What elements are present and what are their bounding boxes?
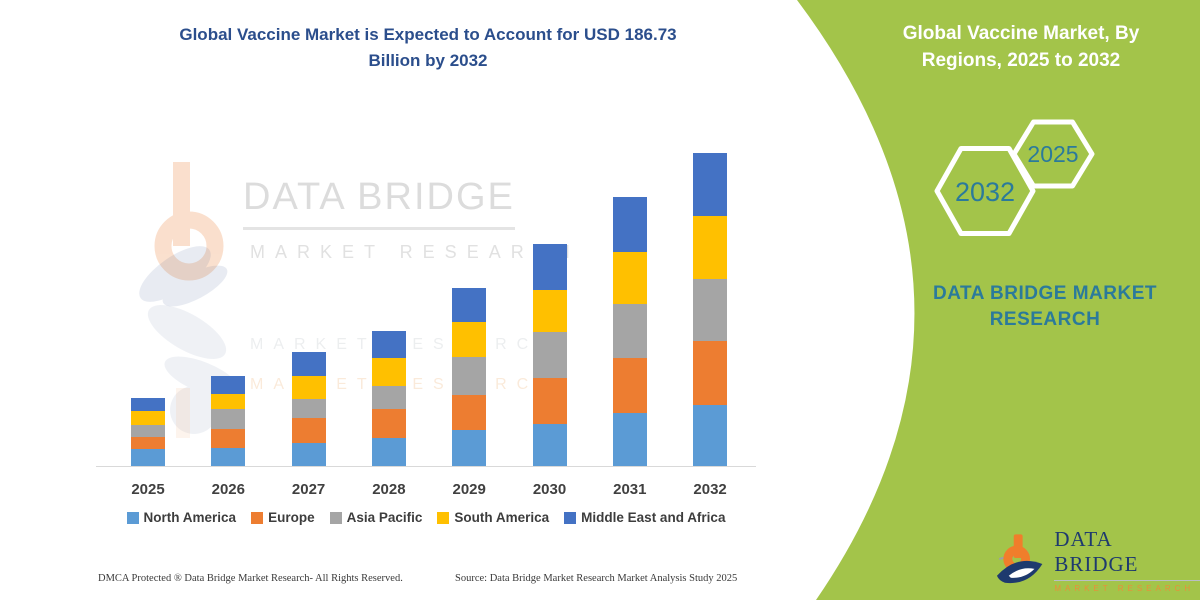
legend-item-asia-pacific: Asia Pacific (329, 510, 423, 525)
legend-swatch-north-america (126, 511, 139, 524)
bar-2027 (291, 352, 326, 466)
bar-2030-segment-asia-pacific (532, 332, 567, 378)
bar-2025-segment-europe (131, 437, 165, 449)
bar-2029 (452, 288, 487, 466)
legend-item-south-america: South America (437, 510, 549, 525)
x-axis-label-2025: 2025 (131, 481, 165, 498)
x-axis-label-2031: 2031 (613, 481, 647, 498)
bar-2026-segment-middle-east-and-africa (211, 375, 246, 394)
bar-2027-segment-south-america (291, 376, 326, 400)
bar-2026-segment-south-america (211, 393, 246, 409)
legend-item-middle-east-and-africa: Middle East and Africa (564, 510, 725, 525)
bar-2029-segment-asia-pacific (452, 356, 487, 395)
bar-2026-segment-north-america (211, 448, 246, 466)
bar-2030-segment-south-america (532, 290, 567, 333)
footer-source-text: Source: Data Bridge Market Research Mark… (455, 573, 738, 584)
x-axis-label-2027: 2027 (291, 481, 326, 498)
chart-title: Global Vaccine Market is Expected to Acc… (118, 22, 738, 74)
legend-swatch-asia-pacific (329, 511, 342, 524)
x-axis-label-2028: 2028 (372, 481, 406, 498)
panel-brand-line2: RESEARCH (989, 309, 1101, 330)
legend-label-north-america: North America (143, 510, 237, 525)
bar-2025 (131, 398, 165, 466)
hexagon-2032-label: 2032 (955, 177, 1015, 207)
legend-label-south-america: South America (454, 510, 550, 525)
dbmr-logo: DATA BRIDGE MARKET RESEARCH (993, 527, 1200, 593)
bar-2031-segment-middle-east-and-africa (612, 197, 647, 253)
bar-2029-segment-south-america (452, 321, 487, 357)
panel-brand-text: DATA BRIDGE MARKET RESEARCH (890, 281, 1200, 333)
bar-2029-segment-europe (452, 394, 487, 430)
bar-2030-segment-middle-east-and-africa (532, 243, 567, 291)
x-axis-label-2029: 2029 (452, 481, 486, 498)
dbmr-logo-icon (996, 534, 1043, 584)
bar-2029-segment-north-america (452, 429, 487, 466)
x-axis-label-2026: 2026 (211, 481, 245, 498)
chart-title-line2: Billion by 2032 (368, 51, 488, 70)
bar-2029-segment-middle-east-and-africa (452, 288, 487, 322)
x-axis-label-2032: 2032 (693, 481, 727, 498)
bar-2028 (371, 330, 406, 466)
bar-2032-segment-south-america (693, 215, 728, 280)
bar-2031-segment-north-america (612, 412, 647, 466)
bar-2026 (211, 375, 246, 466)
bar-2025-segment-middle-east-and-africa (131, 398, 165, 411)
footer-dmca-text: DMCA Protected ® Data Bridge Market Rese… (98, 573, 403, 584)
year-hexagons: 2032 2025 (934, 119, 1095, 236)
bar-2026-segment-asia-pacific (211, 408, 246, 429)
x-axis-line (96, 466, 756, 467)
bar-2028-segment-south-america (371, 358, 406, 386)
legend-label-asia-pacific: Asia Pacific (346, 510, 423, 525)
legend-label-middle-east-and-africa: Middle East and Africa (581, 510, 726, 525)
hexagon-2025 (1011, 119, 1095, 189)
bar-2030 (532, 243, 567, 466)
legend-swatch-south-america (437, 511, 450, 524)
chart-legend: North America Europe Asia Pacific South Ame… (90, 510, 762, 525)
legend-item-europe: Europe (251, 510, 315, 525)
bar-2025-segment-south-america (131, 410, 165, 425)
bar-2031 (612, 197, 647, 466)
bar-2030-segment-europe (532, 377, 567, 424)
x-axis-label-2030: 2030 (532, 481, 567, 498)
bar-2032 (693, 153, 728, 466)
bar-chart: 2025 2026 2027 2028 2029 2030 2031 2032 (96, 153, 756, 498)
chart-title-line1: Global Vaccine Market is Expected to Acc… (179, 25, 677, 44)
bar-2025-segment-asia-pacific (131, 424, 165, 438)
legend-swatch-europe (251, 511, 264, 524)
bar-2028-segment-asia-pacific (371, 385, 406, 410)
bar-2027-segment-asia-pacific (291, 399, 326, 419)
dbmr-logo-tagline: MARKET RESEARCH (1054, 580, 1200, 593)
bar-2030-segment-north-america (532, 423, 567, 466)
hexagon-2025-label: 2025 (1027, 141, 1078, 167)
bar-2025-segment-north-america (131, 448, 165, 466)
bar-2026-segment-europe (211, 428, 246, 449)
bar-2028-segment-middle-east-and-africa (371, 330, 406, 359)
legend-swatch-middle-east-and-africa (564, 511, 577, 524)
bar-2028-segment-north-america (371, 437, 406, 466)
panel-heading: Global Vaccine Market, By Regions, 2025 … (855, 20, 1187, 74)
bar-2032-segment-north-america (693, 405, 728, 466)
legend-item-north-america: North America (126, 510, 237, 525)
bar-2031-segment-asia-pacific (612, 303, 647, 359)
bar-2031-segment-europe (612, 358, 647, 413)
legend-label-europe: Europe (268, 510, 315, 525)
bar-2027-segment-europe (291, 418, 326, 444)
panel-brand-line1: DATA BRIDGE MARKET (933, 283, 1157, 304)
bar-2027-segment-middle-east-and-africa (291, 352, 326, 377)
bar-2032-segment-middle-east-and-africa (693, 153, 728, 216)
panel-heading-line2: Regions, 2025 to 2032 (921, 50, 1121, 71)
bar-2031-segment-south-america (612, 252, 647, 304)
bar-2032-segment-asia-pacific (693, 279, 728, 341)
panel-heading-line1: Global Vaccine Market, By (902, 23, 1140, 44)
bar-2027-segment-north-america (291, 443, 326, 466)
hexagon-2032 (934, 146, 1036, 236)
dbmr-logo-name: DATA BRIDGE (1054, 527, 1139, 576)
bar-2028-segment-europe (371, 409, 406, 438)
bar-2032-segment-europe (693, 340, 728, 405)
